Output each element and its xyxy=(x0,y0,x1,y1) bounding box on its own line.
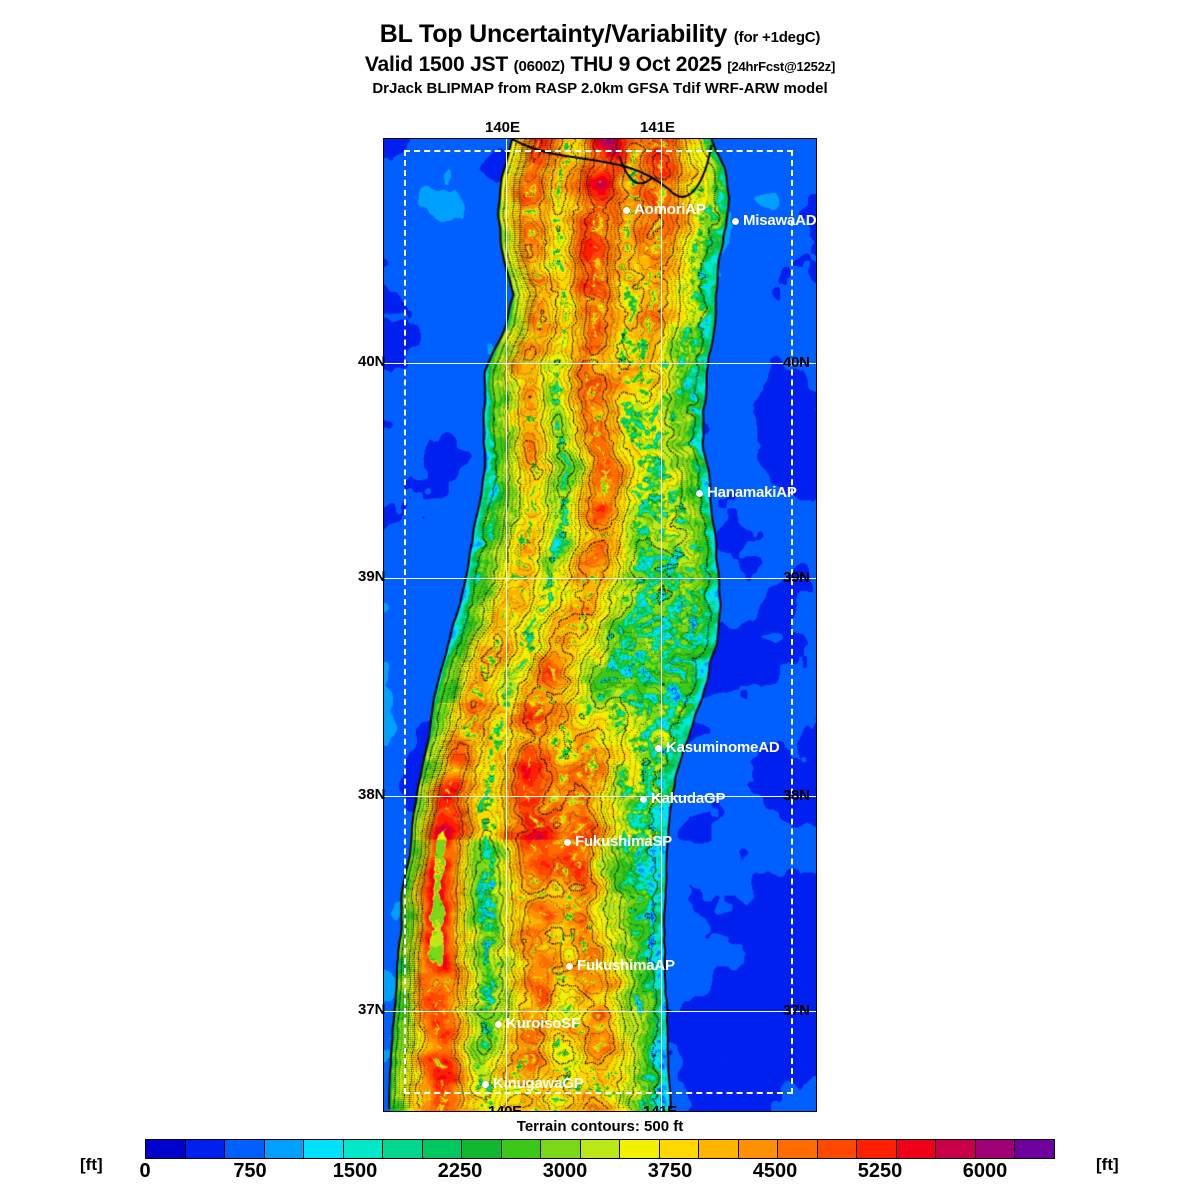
model-domain-box xyxy=(404,150,793,1094)
colorbar-segment-12 xyxy=(620,1140,660,1158)
colorbar-segment-16 xyxy=(778,1140,818,1158)
colorbar-segment-4 xyxy=(304,1140,344,1158)
station-dot-icon xyxy=(696,490,703,497)
colorbar-tick-6: 4500 xyxy=(752,1160,798,1182)
lat-axis-label-left-1: 39N xyxy=(358,568,386,585)
station-label: FukushimaSP xyxy=(575,833,672,850)
valid-time-line: Valid 1500 JST (0600Z) THU 9 Oct 2025 [2… xyxy=(0,54,1200,75)
station-label: KakudaGP xyxy=(651,790,726,807)
gridline-lon-0 xyxy=(506,139,508,1111)
title-block: BL Top Uncertainty/Variability (for +1de… xyxy=(0,22,1200,97)
station-dot-icon xyxy=(566,963,573,970)
lon-axis-label-top-1: 141E xyxy=(640,119,676,136)
lat-axis-label-left-2: 38N xyxy=(358,786,386,803)
colorbar-segment-2 xyxy=(225,1140,265,1158)
title-main: BL Top Uncertainty/Variability xyxy=(379,20,728,48)
station-dot-icon xyxy=(564,839,571,846)
colorbar-segment-14 xyxy=(699,1140,739,1158)
colorbar-segment-11 xyxy=(580,1140,621,1158)
station-dot-icon xyxy=(732,218,739,225)
station-label: AomoriAP xyxy=(634,201,706,218)
station-dot-icon xyxy=(623,207,630,214)
colorbar[interactable] xyxy=(145,1139,1055,1159)
colorbar-segment-7 xyxy=(422,1140,463,1158)
station-label: KuroisoSF xyxy=(506,1015,581,1032)
colorbar-segment-1 xyxy=(185,1140,226,1158)
page-title: BL Top Uncertainty/Variability (for +1de… xyxy=(0,22,1200,47)
lat-label-right-3: 37N xyxy=(783,1002,810,1019)
uncertainty-field-heatmap xyxy=(384,139,816,1111)
gridline-lat-1 xyxy=(384,578,816,580)
valid-date: THU 9 Oct 2025 xyxy=(570,53,722,76)
lon-label-bottom-1: 141E xyxy=(643,1103,677,1112)
colorbar-segment-6 xyxy=(383,1140,423,1158)
colorbar-tick-8: 6000 xyxy=(962,1160,1008,1182)
colorbar-tick-5: 3750 xyxy=(647,1160,693,1182)
colorbar-segment-15 xyxy=(738,1140,779,1158)
colorbar-tick-4: 3000 xyxy=(542,1160,588,1182)
lon-axis-label-top-0: 140E xyxy=(485,119,521,136)
gridline-lat-3 xyxy=(384,1011,816,1013)
lat-label-right-2: 38N xyxy=(783,787,810,804)
colorbar-tick-7: 5250 xyxy=(857,1160,903,1182)
colorbar-tick-3: 2250 xyxy=(437,1160,483,1182)
station-dot-icon xyxy=(482,1081,489,1088)
colorbar-segment-5 xyxy=(343,1140,384,1158)
colorbar-segment-9 xyxy=(501,1140,542,1158)
colorbar-segment-8 xyxy=(462,1140,502,1158)
colorbar-segment-18 xyxy=(857,1140,897,1158)
colorbar-tick-2: 1500 xyxy=(332,1160,378,1182)
valid-local: Valid 1500 JST xyxy=(364,53,509,76)
lat-label-right-0: 40N xyxy=(783,354,810,371)
colorbar-unit-left: [ft] xyxy=(80,1155,103,1174)
colorbar-segment-19 xyxy=(896,1140,937,1158)
colorbar-segment-17 xyxy=(817,1140,858,1158)
station-dot-icon xyxy=(640,796,647,803)
colorbar-segment-22 xyxy=(1015,1140,1054,1158)
lat-axis-label-left-0: 40N xyxy=(358,353,386,370)
lat-axis-label-left-3: 37N xyxy=(358,1001,386,1018)
colorbar-tick-0: 0 xyxy=(139,1160,151,1182)
lon-label-bottom-0: 140E xyxy=(488,1103,522,1112)
colorbar-segment-3 xyxy=(264,1140,305,1158)
forecast-stamp: [24hrFcst@1252z] xyxy=(727,59,836,74)
title-main-suffix: (for +1degC) xyxy=(733,29,821,46)
colorbar-unit-right: [ft] xyxy=(1096,1155,1119,1174)
gridline-lat-0 xyxy=(384,363,816,365)
station-label: KasuminomeAD xyxy=(666,739,780,756)
station-label: HanamakiAP xyxy=(707,484,797,501)
colorbar-segment-21 xyxy=(975,1140,1016,1158)
lat-label-right-1: 39N xyxy=(783,569,810,586)
gridline-lon-1 xyxy=(661,139,663,1111)
station-label: FukushimaAP xyxy=(577,957,675,974)
station-label: MisawaAD xyxy=(743,212,817,229)
colorbar-segment-20 xyxy=(936,1140,976,1158)
station-dot-icon xyxy=(495,1021,502,1028)
station-dot-icon xyxy=(655,745,662,752)
terrain-contour-note: Terrain contours: 500 ft xyxy=(516,1118,684,1135)
station-label: KinugawaGP xyxy=(493,1075,584,1092)
colorbar-segment-0 xyxy=(146,1140,186,1158)
colorbar-segment-13 xyxy=(659,1140,700,1158)
map-plot-area[interactable]: AomoriAP MisawaAD HanamakiAP KasuminomeAD Ka… xyxy=(383,138,817,1112)
colorbar-segment-10 xyxy=(541,1140,581,1158)
colorbar-tick-1: 750 xyxy=(233,1160,267,1182)
gridline-lat-2 xyxy=(384,796,816,798)
model-line: DrJack BLIPMAP from RASP 2.0km GFSA Tdif… xyxy=(372,80,828,97)
valid-zulu: (0600Z) xyxy=(513,58,565,75)
colorbar-tick-labels: 0 750 1500 2250 3000 3750 4500 5250 6000 xyxy=(139,1160,1055,1190)
